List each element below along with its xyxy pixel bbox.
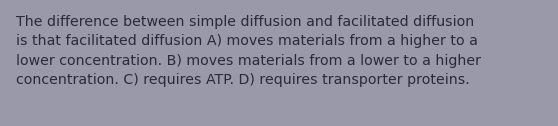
Text: The difference between simple diffusion and facilitated diffusion
is that facili: The difference between simple diffusion … xyxy=(16,15,480,87)
